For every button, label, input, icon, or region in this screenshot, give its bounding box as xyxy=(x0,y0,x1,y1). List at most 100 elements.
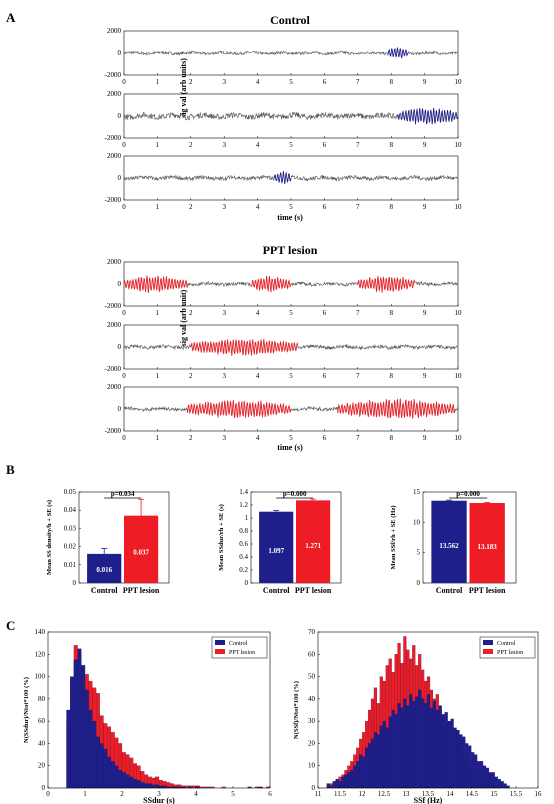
x-tick-label: 1 xyxy=(156,434,160,442)
p-value-label: p=0.034 xyxy=(111,490,135,498)
x-tick-label: 8 xyxy=(389,434,393,442)
histogram-bin xyxy=(350,770,354,789)
bar-chart: 0 0.2 0.4 0.6 0.8 1 1.2 1.4 1.097 Control 1.271 PPT… xyxy=(218,488,342,595)
x-tick-label: 10 xyxy=(455,372,463,380)
ppt-group-title: PPT lesion xyxy=(263,243,318,257)
histogram-bin xyxy=(409,694,413,789)
y-tick-label: 0.03 xyxy=(64,524,77,532)
legend-label: PPT lesion xyxy=(229,650,255,656)
y-axis-label: N(SSf)/Ntot*100 (%) xyxy=(293,681,300,739)
histogram-bin xyxy=(84,689,89,789)
bar-value-label: 0.016 xyxy=(96,566,112,574)
x-tick-label: 7 xyxy=(356,309,360,317)
x-tick-label: 14.5 xyxy=(466,790,479,798)
histogram-bin xyxy=(379,725,383,789)
histogram-bin xyxy=(107,756,111,789)
legend-box xyxy=(479,636,536,659)
x-tick-label: 6 xyxy=(323,434,327,442)
x-axis-label: SSf (Hz) xyxy=(414,796,443,804)
x-tick-label: 7 xyxy=(356,141,360,149)
histogram-bin xyxy=(341,776,345,789)
x-tick-label: 15 xyxy=(491,790,499,798)
legend: Control PPT lesion xyxy=(479,636,536,659)
y-tick-label: -2000 xyxy=(105,71,122,79)
y-tick-label: 0.4 xyxy=(239,553,248,561)
x-tick-label: 13.5 xyxy=(422,790,435,798)
histogram-bin xyxy=(418,689,422,789)
legend-swatch xyxy=(483,640,493,645)
y-axis-label: Mean SSdur/rh + SE (s) xyxy=(218,504,225,571)
category-label: Control xyxy=(91,586,118,595)
x-tick-label: 0 xyxy=(122,141,126,149)
histogram-bin xyxy=(412,700,416,789)
y-tick-label: 0.2 xyxy=(239,566,248,574)
x-tick-label: 13 xyxy=(403,790,411,798)
histogram-bin xyxy=(385,727,389,789)
y-tick-label: 50 xyxy=(308,673,316,681)
bar-charts: 0 0.01 0.02 0.03 0.04 0.05 0.016 Control 0.037 PP… xyxy=(46,488,517,595)
histogram-bin xyxy=(444,712,448,789)
histogram-bin xyxy=(438,705,442,789)
x-tick-label: 4 xyxy=(256,309,260,317)
y-tick-label: 40 xyxy=(38,739,46,747)
x-tick-label: 8 xyxy=(389,309,393,317)
histogram-bin xyxy=(332,781,336,789)
x-tick-label: 6 xyxy=(323,372,327,380)
y-axis-label: N(SSdur)/Ntot*100 (%) xyxy=(23,677,30,743)
x-tick-label: 2 xyxy=(120,790,124,798)
histogram-bin xyxy=(506,785,510,789)
histogram-bin xyxy=(456,729,460,789)
histogram-bin xyxy=(329,785,333,789)
x-tick-label: 1 xyxy=(156,309,160,317)
y-tick-label: 100 xyxy=(35,673,46,681)
histogram-bin xyxy=(403,698,407,789)
x-tick-label: 4 xyxy=(256,141,260,149)
histogram-bin xyxy=(465,743,469,789)
x-tick-label: 9 xyxy=(423,141,427,149)
histogram-bin xyxy=(382,721,386,789)
histogram-bin xyxy=(400,707,404,789)
histogram-bin xyxy=(77,648,82,789)
x-tick-label: 2 xyxy=(189,78,193,86)
histogram-bin xyxy=(370,738,375,789)
legend-swatch xyxy=(215,649,225,654)
p-value-label: p=0.000 xyxy=(283,490,307,498)
control-ylabel: sig val (arb units) xyxy=(179,58,188,118)
x-tick-label: 6 xyxy=(268,790,272,798)
x-tick-label: 11.5 xyxy=(334,790,346,798)
y-tick-label: 40 xyxy=(308,695,316,703)
histogram-bin xyxy=(482,765,487,789)
x-tick-label: 10 xyxy=(455,309,463,317)
x-tick-label: 10 xyxy=(455,141,463,149)
x-tick-label: 3 xyxy=(222,434,226,442)
histogram-bin xyxy=(151,784,156,789)
bar xyxy=(124,515,159,583)
x-tick-label: 11 xyxy=(315,790,322,798)
x-tick-label: 7 xyxy=(356,372,360,380)
bar-value-label: 0.037 xyxy=(133,549,149,557)
control-xlabel: time (s) xyxy=(277,213,303,222)
ppt-xlabel: time (s) xyxy=(277,443,303,452)
y-tick-label: -2000 xyxy=(105,196,122,204)
histogram-bin xyxy=(144,783,148,789)
y-tick-label: 0 xyxy=(118,280,122,288)
y-tick-label: 20 xyxy=(38,762,46,770)
x-tick-label: 6 xyxy=(323,203,327,211)
eeg-trace-line xyxy=(123,47,459,59)
y-tick-label: 2000 xyxy=(107,90,122,98)
x-tick-label: 4 xyxy=(194,790,198,798)
y-tick-label: 0 xyxy=(118,112,122,120)
bar xyxy=(87,553,122,583)
histogram-bin xyxy=(388,716,392,789)
spindle-highlight xyxy=(123,275,188,293)
x-tick-label: 2 xyxy=(189,372,193,380)
x-tick-label: 5 xyxy=(289,203,293,211)
y-tick-label: 20 xyxy=(308,739,316,747)
histogram-bin xyxy=(129,776,134,789)
x-tick-label: 3 xyxy=(222,78,226,86)
histogram-bin xyxy=(155,784,160,789)
histogram-bin xyxy=(485,767,490,789)
histogram-bin xyxy=(359,754,363,789)
x-tick-label: 10 xyxy=(455,78,463,86)
